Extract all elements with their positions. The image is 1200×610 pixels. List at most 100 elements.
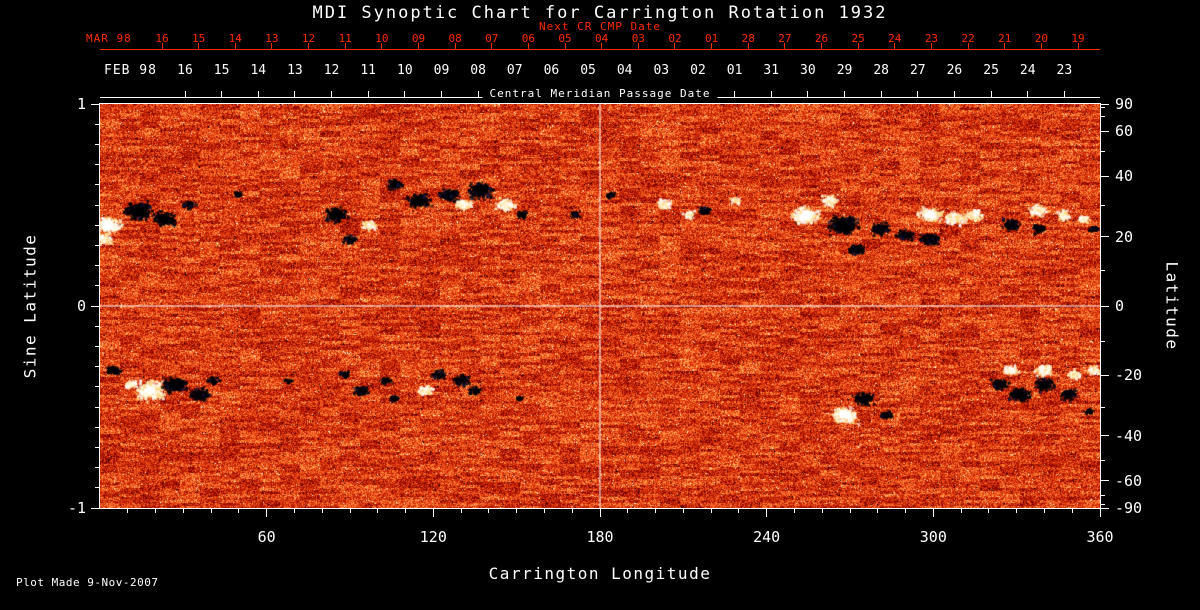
y-right-major-tick [1101, 130, 1109, 132]
x-minor-tick [488, 509, 490, 513]
y-left-major-tick [91, 305, 99, 307]
cmp-day-label: 25 [983, 63, 999, 78]
y-right-minor-tick [1101, 406, 1105, 408]
next-cr-day-label: 06 [521, 32, 536, 45]
x-minor-tick [349, 509, 351, 513]
x-minor-tick [155, 509, 157, 513]
cmp-day-label: 11 [360, 63, 377, 78]
cmp-day-label: 09 [433, 63, 450, 78]
y-right-tick-label: 60 [1115, 122, 1134, 141]
x-minor-tick [655, 509, 657, 513]
cmp-day-label: 10 [397, 63, 413, 78]
next-cr-month-label: MAR 98 [86, 32, 132, 45]
next-cr-day-label: 14 [228, 32, 242, 45]
next-cr-day-label: 19 [1071, 32, 1085, 45]
y-right-major-tick [1101, 236, 1109, 238]
y-right-minor-tick [1101, 270, 1105, 272]
left-axis-title: Sine Latitude [20, 233, 40, 379]
cmp-day-label: 26 [946, 63, 963, 78]
y-left-tick-label: -1 [67, 499, 86, 517]
cmp-day-label: 05 [580, 63, 596, 78]
y-right-tick-label: 90 [1115, 95, 1134, 113]
next-cr-day-label: 20 [1034, 32, 1048, 45]
next-cr-day-label: 05 [558, 32, 572, 45]
x-minor-tick [738, 509, 740, 513]
cmp-day-label: 28 [873, 63, 889, 78]
x-minor-tick [1043, 509, 1045, 513]
cmp-day-label: 24 [1019, 63, 1036, 78]
x-minor-tick [710, 509, 712, 513]
cmp-day-label: 15 [213, 63, 230, 78]
y-right-tick-label: -40 [1115, 426, 1143, 445]
magnetogram-canvas [100, 104, 1100, 508]
y-right-major-tick [1101, 480, 1109, 482]
x-minor-tick [127, 509, 129, 513]
cmp-day-label: 31 [763, 63, 780, 78]
next-cr-day-label: 16 [155, 32, 169, 45]
next-cr-day-label: 15 [192, 32, 206, 45]
next-cr-day-label: 26 [814, 32, 829, 45]
x-minor-tick [960, 509, 962, 513]
x-minor-tick [877, 509, 879, 513]
next-cr-day-label: 21 [998, 32, 1012, 45]
plot-area [99, 103, 1101, 509]
next-cr-day-label: 25 [851, 32, 865, 45]
x-major-tick [1099, 509, 1101, 517]
y-right-minor-tick [1101, 504, 1105, 506]
next-cr-day-label: 01 [704, 32, 719, 45]
cmp-day-label: 12 [323, 63, 340, 78]
x-minor-tick [821, 509, 823, 513]
x-major-tick [432, 509, 434, 517]
x-tick-label: 360 [1086, 528, 1114, 546]
cmp-day-label: 03 [653, 63, 670, 78]
cmp-day-label: 27 [909, 63, 926, 78]
x-minor-tick [405, 509, 407, 513]
next-cr-day-label: 02 [668, 32, 682, 45]
cmp-day-label: 06 [543, 63, 560, 78]
next-cr-day-label: 27 [778, 32, 792, 45]
x-minor-tick [238, 509, 240, 513]
y-right-major-tick [1101, 175, 1109, 177]
next-cr-day-label: 07 [485, 32, 499, 45]
y-right-tick-label: -20 [1115, 366, 1143, 385]
x-minor-tick [1071, 509, 1073, 513]
cmp-day-label: 07 [506, 63, 523, 78]
cmp-day-label: 02 [690, 63, 706, 78]
y-right-major-tick [1101, 374, 1109, 376]
x-minor-tick [905, 509, 907, 513]
x-minor-tick [793, 509, 795, 513]
x-minor-tick [543, 509, 545, 513]
cmp-day-label: 14 [250, 63, 267, 78]
x-minor-tick [627, 509, 629, 513]
next-cr-axis-line [100, 49, 1100, 50]
next-cr-cmp-date-label: Next CR CMP Date [539, 20, 661, 33]
next-cr-day-label: 09 [411, 32, 426, 45]
x-minor-tick [988, 509, 990, 513]
y-right-tick-label: -60 [1115, 471, 1143, 490]
y-right-minor-tick [1101, 495, 1105, 497]
x-minor-tick [516, 509, 518, 513]
x-tick-label: 240 [753, 528, 781, 546]
x-major-tick [599, 509, 601, 517]
x-minor-tick [682, 509, 684, 513]
cmp-month-label: FEB 98 [104, 63, 157, 78]
next-cr-day-label: 28 [741, 32, 755, 45]
y-right-major-tick [1101, 507, 1109, 509]
x-tick-label: 60 [257, 528, 276, 546]
x-minor-tick [571, 509, 573, 513]
next-cr-day-label: 13 [265, 32, 279, 45]
next-cr-day-label: 04 [595, 32, 609, 45]
x-minor-tick [849, 509, 851, 513]
y-right-tick-label: 40 [1115, 167, 1134, 186]
x-minor-tick [293, 509, 295, 513]
x-minor-tick [182, 509, 184, 513]
y-right-minor-tick [1101, 106, 1105, 108]
x-tick-label: 120 [419, 528, 447, 546]
next-cr-day-label: 08 [448, 32, 462, 45]
x-tick-label: 300 [919, 528, 947, 546]
next-cr-day-label: 03 [631, 32, 645, 45]
next-cr-day-label: 24 [888, 32, 902, 45]
y-right-tick-label: -90 [1115, 499, 1143, 517]
cmp-day-label: 30 [800, 63, 816, 78]
